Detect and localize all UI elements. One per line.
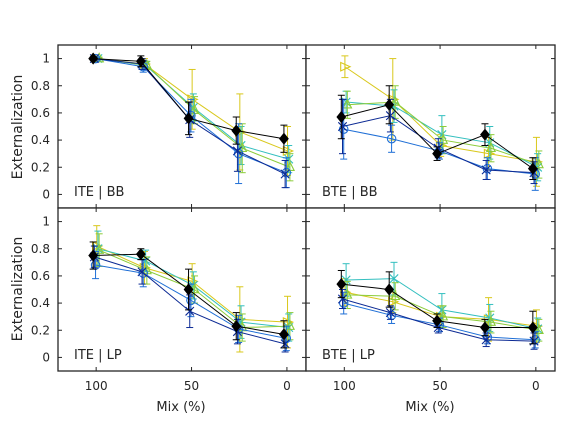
data-point	[384, 98, 395, 111]
data-point	[88, 52, 99, 65]
data-point	[432, 147, 442, 160]
y-tick-label: 0.8	[31, 242, 50, 256]
panel-label: BTE | BB	[322, 185, 378, 200]
y-axis-label-bottom: Externalization	[10, 237, 26, 342]
data-point	[337, 121, 348, 132]
data-point	[533, 158, 544, 169]
x-tick-label: 50	[184, 379, 199, 393]
data-point	[480, 321, 490, 334]
data-point	[432, 314, 442, 327]
error-bar	[286, 153, 294, 182]
y-tick-label: 0.8	[31, 79, 50, 93]
data-point	[183, 112, 194, 125]
y-tick-label: 0.4	[31, 133, 50, 147]
series-1	[336, 269, 538, 345]
y-tick-label: 0.6	[31, 269, 50, 283]
x-axis-label-left: Mix (%)	[156, 400, 205, 415]
data-point	[533, 323, 544, 335]
y-tick-label: 1	[42, 215, 50, 229]
series-1	[88, 52, 289, 153]
panels-group: 0 0.2 0.4 0.6 0.8 1 ITE | BB BTE | BB 0 0.2 0.4 0.6…	[31, 44, 556, 393]
data-point	[135, 248, 146, 261]
series-1	[88, 241, 289, 349]
data-point	[389, 274, 399, 284]
panel-2: BTE | BB	[305, 44, 556, 209]
x-tick-label: 100	[85, 379, 108, 393]
data-point	[485, 315, 497, 326]
error-bar	[388, 124, 396, 153]
data-point	[481, 335, 491, 345]
data-point	[342, 98, 353, 109]
series-1	[336, 85, 538, 180]
data-point	[186, 295, 196, 306]
data-point	[135, 55, 146, 68]
panel-label: BTE | LP	[322, 348, 375, 363]
data-point	[231, 124, 242, 137]
data-point	[137, 267, 147, 277]
data-point	[279, 328, 289, 341]
data-point	[527, 321, 538, 334]
error-bar	[341, 55, 349, 79]
y-tick-label: 1	[42, 52, 50, 66]
data-point	[485, 141, 497, 152]
x-tick-label: 50	[432, 379, 447, 393]
data-point	[337, 294, 348, 304]
y-tick-label: 0	[42, 350, 50, 364]
data-point	[231, 320, 242, 333]
data-point	[480, 128, 490, 141]
y-tick-label: 0.2	[31, 160, 50, 174]
data-point	[232, 146, 243, 156]
data-point	[138, 268, 148, 278]
panel-frame	[57, 44, 307, 209]
data-point	[187, 276, 199, 287]
data-point	[390, 95, 401, 106]
data-point	[284, 319, 296, 330]
x-tick-label: 0	[532, 379, 540, 393]
error-bar	[191, 96, 199, 125]
panel-frame	[57, 207, 307, 372]
data-point	[185, 306, 195, 316]
data-point	[336, 277, 347, 291]
panel-1: 0 0.2 0.4 0.6 0.8 1 ITE | BB	[31, 44, 307, 209]
data-point	[481, 165, 491, 175]
y-tick-label: 0	[42, 187, 50, 201]
data-point	[386, 133, 397, 144]
data-point	[340, 61, 352, 72]
data-point	[282, 145, 295, 156]
x-axis-label-right: Mix (%)	[405, 400, 454, 415]
y-tick-label: 0.2	[31, 323, 50, 337]
data-point	[385, 111, 395, 121]
data-point	[384, 283, 395, 296]
panel-4: 100 50 0 BTE | LP	[305, 207, 556, 393]
data-point	[280, 339, 290, 349]
panel-label: ITE | LP	[74, 348, 122, 363]
data-point	[336, 110, 347, 124]
y-tick-label: 0.4	[31, 296, 50, 310]
data-point	[342, 288, 353, 299]
data-point	[385, 308, 395, 318]
data-point	[183, 283, 194, 296]
panel-3: 0 0.2 0.4 0.6 0.8 1 100 50 0 ITE | LP	[31, 207, 307, 393]
data-point	[279, 132, 289, 145]
data-point	[280, 169, 290, 179]
x-tick-label: 100	[333, 379, 356, 393]
data-point	[437, 305, 447, 315]
y-axis-label-top: Externalization	[10, 75, 26, 180]
data-point	[88, 249, 99, 262]
data-point	[94, 243, 105, 254]
x-tick-label: 0	[283, 379, 291, 393]
data-point	[437, 310, 449, 321]
panel-label: ITE | BB	[74, 185, 124, 200]
y-tick-label: 0.6	[31, 106, 50, 120]
data-point	[527, 162, 538, 175]
